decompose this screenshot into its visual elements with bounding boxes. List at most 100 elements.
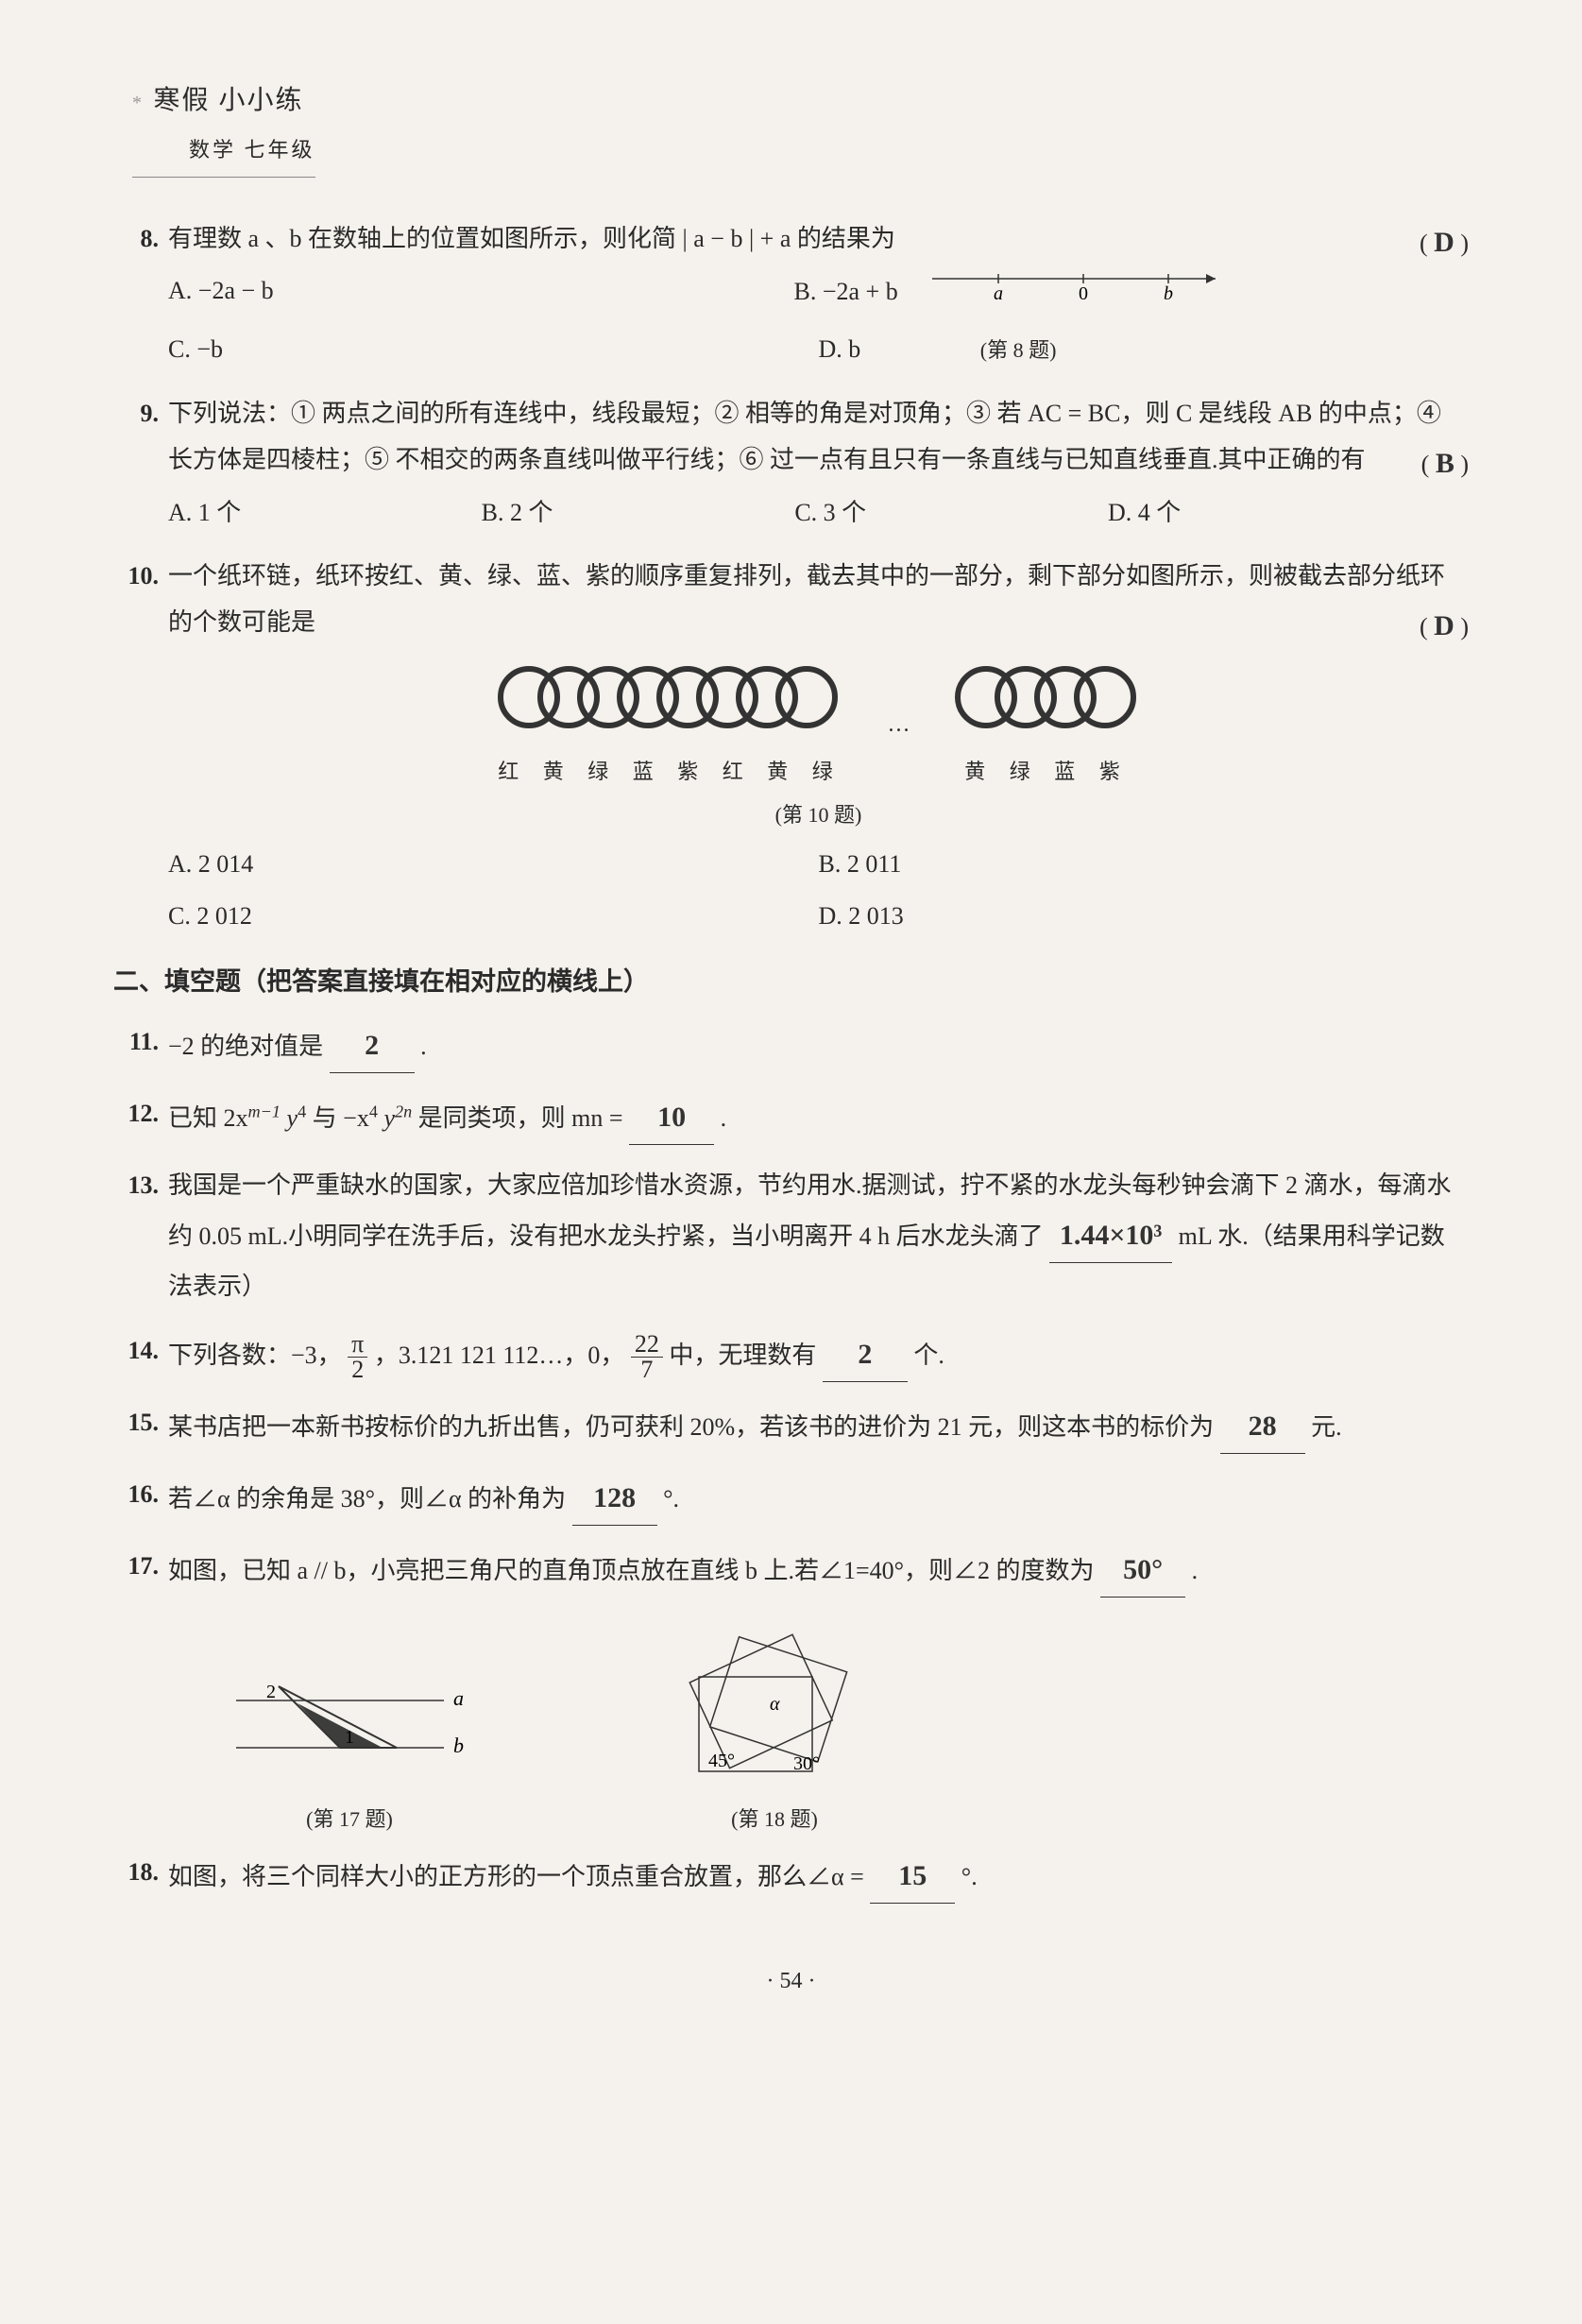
question-number: 11. [113,1018,159,1065]
exp: 2n [395,1102,412,1120]
page-header: * 寒假 小小练 数学 七年级 [132,76,315,178]
answer-hand: D [1434,227,1454,258]
paren-open: ( [1421,451,1430,478]
frac-den: 7 [631,1358,663,1382]
svg-text:a: a [453,1686,464,1710]
option-a: A. −2a − b [168,267,793,320]
diagram-17: 2 1 a b (第 17 题) [227,1658,472,1839]
rings-figure: 红 黄 绿 蓝 紫 红 黄 绿 … 黄 绿 蓝 紫 [168,659,1469,792]
answer-hand: 128 [593,1482,636,1513]
option-a: A. 1 个 [168,489,482,536]
question-text: 下列各数：−3， [168,1341,342,1369]
figure-caption: (第 18 题) [642,1800,907,1839]
question-text: 如图，已知 a // b，小亮把三角尺的直角顶点放在直线 b 上.若∠1=40°… [168,1557,1095,1584]
answer-hand: 10 [657,1102,686,1133]
question-18: 18. 如图，将三个同样大小的正方形的一个顶点重合放置，那么∠α = 15 °. [113,1849,1469,1904]
svg-text:2: 2 [266,1682,276,1702]
question-text: . [420,1033,427,1060]
question-text: °. [663,1485,679,1512]
dots: … [888,704,910,747]
option-b: B. 2 011 [819,841,1470,887]
question-text: 与 −x [313,1104,369,1132]
question-number: 12. [113,1090,159,1136]
rings-right [948,659,1147,735]
frac-num: π [348,1332,367,1358]
question-11: 11. −2 的绝对值是 2 . [113,1018,1469,1073]
frac-den: 2 [348,1358,367,1382]
ring-labels-left: 红 黄 绿 蓝 紫 红 黄 绿 [491,752,850,792]
question-text: y [383,1104,395,1132]
question-number: 17. [113,1543,159,1589]
question-12: 12. 已知 2xm−1 y4 与 −x4 y2n 是同类项，则 mn = 10… [113,1090,1469,1145]
question-text: 下列说法：① 两点之间的所有连线中，线段最短；② 相等的角是对顶角；③ 若 AC… [168,400,1441,473]
figure-caption: (第 17 题) [227,1800,472,1839]
exp: 4 [298,1102,306,1120]
question-text: 中，无理数有 [669,1341,816,1369]
question-13: 13. 我国是一个严重缺水的国家，大家应倍加珍惜水资源，节约用水.据测试，拧不紧… [113,1162,1469,1310]
option-a: A. 2 014 [168,841,819,887]
question-text: . [1192,1557,1199,1584]
svg-text:α: α [770,1694,780,1715]
number-line-figure: a 0 b [932,267,1234,320]
header-star: * [132,93,142,113]
answer-hand: B [1436,448,1454,479]
answer-hand: 15 [898,1860,927,1891]
answer-hand: 1.44×10³ [1060,1220,1163,1251]
question-number: 10. [113,553,159,599]
question-text: 有理数 a 、b 在数轴上的位置如图所示，则化简 | a − b | + a 的… [168,225,895,252]
answer-hand: D [1434,610,1454,641]
answer-hand: 2 [365,1030,379,1061]
ring-labels-right: 黄 绿 蓝 紫 [948,752,1147,792]
paren-close: ) [1460,230,1469,257]
question-16: 16. 若∠α 的余角是 38°，则∠α 的补角为 128 °. [113,1471,1469,1526]
question-text: y [287,1104,298,1132]
question-text: 已知 2x [168,1104,248,1132]
question-number: 14. [113,1327,159,1374]
question-text: 某书店把一本新书按标价的九折出售，仍可获利 20%，若该书的进价为 21 元，则… [168,1413,1214,1441]
answer-hand: 2 [858,1339,872,1370]
figure-caption: (第 8 题) [980,338,1057,362]
question-text: ，3.121 121 112…，0， [374,1341,625,1369]
svg-text:0: 0 [1079,283,1088,304]
frac-num: 22 [631,1332,663,1358]
option-b: B. 2 个 [482,489,795,536]
paren-open: ( [1420,230,1428,257]
page-number: · 54 · [113,1960,1469,2004]
answer-hand: 50° [1123,1554,1163,1585]
question-number: 13. [113,1162,159,1208]
option-c: C. 3 个 [794,489,1108,536]
section-title: 二、填空题（把答案直接填在相对应的横线上） [113,958,1469,1006]
header-subject: 数学 七年级 [189,138,315,162]
question-14: 14. 下列各数：−3， π 2 ，3.121 121 112…，0， 22 7… [113,1327,1469,1383]
question-text: 是同类项，则 mn = [418,1104,623,1132]
question-text: −2 的绝对值是 [168,1033,323,1060]
question-number: 8. [113,215,159,262]
question-text: 元. [1311,1413,1342,1441]
option-d: D. 2 013 [819,893,1470,939]
svg-text:a: a [994,283,1003,304]
question-text: 一个纸环链，纸环按红、黄、绿、蓝、紫的顺序重复排列，截去其中的一部分，剩下部分如… [168,562,1445,636]
option-c: C. −b [168,326,819,372]
question-text: 个. [913,1341,944,1369]
question-text: . [721,1104,727,1132]
option-d: D. 4 个 [1108,489,1421,536]
question-text: °. [961,1863,978,1890]
svg-text:b: b [453,1734,464,1757]
question-text: 如图，将三个同样大小的正方形的一个顶点重合放置，那么∠α = [168,1863,864,1890]
question-number: 9. [113,390,159,436]
question-8: 8. 有理数 a 、b 在数轴上的位置如图所示，则化简 | a − b | + … [113,215,1469,373]
question-text: 若∠α 的余角是 38°，则∠α 的补角为 [168,1485,566,1512]
question-17: 17. 如图，已知 a // b，小亮把三角尺的直角顶点放在直线 b 上.若∠1… [113,1543,1469,1598]
option-c: C. 2 012 [168,893,819,939]
option-d: D. b [819,335,861,363]
paren-close: ) [1460,613,1469,641]
rings-left [491,659,850,735]
svg-text:1: 1 [345,1727,354,1748]
svg-text:b: b [1164,283,1173,304]
svg-text:30°: 30° [793,1753,820,1774]
exp: 4 [369,1102,378,1120]
question-number: 16. [113,1471,159,1517]
diagram-18: 45° α 30° (第 18 题) [642,1620,907,1839]
paren-open: ( [1420,613,1428,641]
paren-close: ) [1460,451,1469,478]
